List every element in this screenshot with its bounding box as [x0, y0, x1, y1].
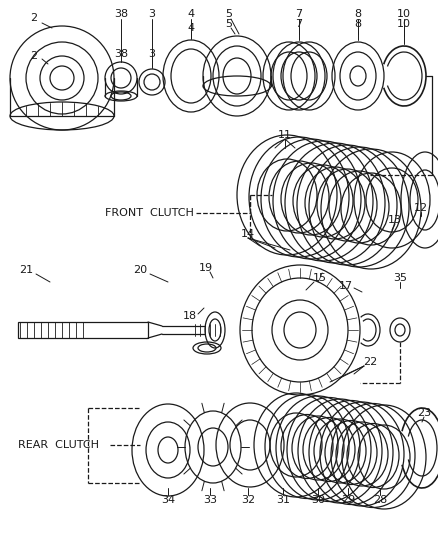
Text: REAR  CLUTCH: REAR CLUTCH — [18, 440, 99, 450]
Text: 10: 10 — [397, 19, 411, 29]
Text: 17: 17 — [339, 281, 353, 291]
Text: 8: 8 — [354, 9, 361, 19]
Text: 29: 29 — [341, 495, 355, 505]
Text: 10: 10 — [397, 9, 411, 19]
Text: 38: 38 — [114, 9, 128, 19]
Text: 19: 19 — [199, 263, 213, 273]
Text: 3: 3 — [148, 9, 155, 19]
Text: 15: 15 — [313, 273, 327, 283]
Text: 34: 34 — [161, 495, 175, 505]
Text: 7: 7 — [296, 19, 303, 29]
Text: 21: 21 — [19, 265, 33, 275]
Text: 23: 23 — [417, 408, 431, 418]
Text: 2: 2 — [30, 13, 38, 23]
Text: 14: 14 — [241, 229, 255, 239]
Text: 4: 4 — [187, 9, 194, 19]
Text: FRONT  CLUTCH: FRONT CLUTCH — [105, 208, 194, 218]
Text: 38: 38 — [114, 49, 128, 59]
Text: 4: 4 — [187, 23, 194, 33]
Text: 20: 20 — [133, 265, 147, 275]
Text: 5: 5 — [226, 9, 233, 19]
Text: 7: 7 — [296, 9, 303, 19]
Text: 32: 32 — [241, 495, 255, 505]
Text: 2: 2 — [30, 51, 38, 61]
Text: 12: 12 — [414, 203, 428, 213]
Text: 13: 13 — [388, 215, 402, 225]
Text: 22: 22 — [363, 357, 377, 367]
Text: 31: 31 — [276, 495, 290, 505]
Bar — [18, 322, 148, 338]
Text: 3: 3 — [148, 49, 155, 59]
Text: 8: 8 — [354, 19, 361, 29]
Text: 28: 28 — [373, 495, 387, 505]
Text: 18: 18 — [183, 311, 197, 321]
Text: 5: 5 — [226, 19, 233, 29]
Text: 30: 30 — [311, 495, 325, 505]
Text: 35: 35 — [393, 273, 407, 283]
Text: 11: 11 — [278, 130, 292, 140]
Text: 33: 33 — [203, 495, 217, 505]
